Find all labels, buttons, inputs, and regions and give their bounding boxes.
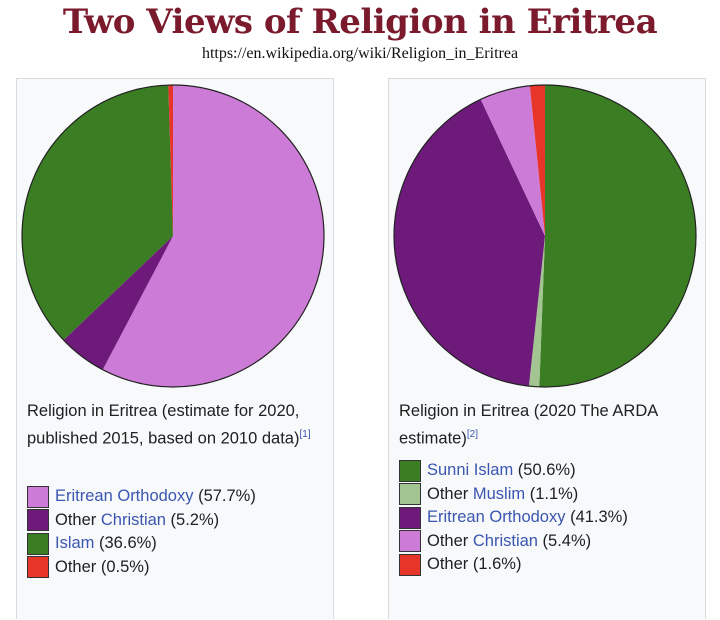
legend-link[interactable]: Eritrean Orthodoxy: [55, 487, 194, 506]
legend-prefix: Other: [55, 510, 101, 529]
pie-outline: [21, 84, 325, 388]
legend-label: Sunni Islam (50.6%): [427, 461, 576, 480]
legend-value: (1.6%): [468, 555, 522, 574]
pie-panel-arda-estimate: Religion in Eritrea (2020 The ARDA estim…: [388, 78, 706, 619]
pie-outline: [393, 84, 697, 388]
legend-swatch: [399, 483, 421, 506]
legend-prefix: Other: [427, 555, 469, 574]
legend-link[interactable]: Islam: [55, 534, 95, 553]
pie-slice-other-christian: [63, 236, 173, 370]
legend-item: Other (1.6%): [399, 553, 699, 577]
legend-value: (5.4%): [537, 531, 592, 550]
legend-item: Sunni Islam (50.6%): [399, 459, 699, 483]
reference-link[interactable]: [1]: [299, 429, 311, 440]
pie-slice-other: [529, 85, 545, 236]
reference-link[interactable]: [2]: [466, 429, 478, 440]
pie-chart: [21, 84, 325, 388]
legend-swatch: [27, 556, 49, 579]
legend-value: (1.1%): [525, 484, 579, 503]
pie-slice-islam: [21, 85, 174, 341]
legend-value: (5.2%): [165, 510, 220, 529]
pie-slice-other: [168, 85, 173, 236]
source-url: https://en.wikipedia.org/wiki/Religion_i…: [201, 45, 519, 62]
legend-item: Other (0.5%): [27, 556, 327, 580]
legend-link[interactable]: Christian: [472, 531, 538, 550]
caption-text: Religion in Eritrea (2020 The ARDA estim…: [399, 402, 658, 448]
legend-label: Other Christian (5.4%): [427, 532, 591, 551]
legend-label: Eritrean Orthodoxy (57.7%): [55, 487, 256, 506]
legend-label: Other Christian (5.2%): [55, 511, 219, 530]
page-title: Two Views of Religion in Eritrea: [62, 2, 658, 42]
legend: Sunni Islam (50.6%) Other Muslim (1.1%) Er…: [399, 459, 699, 577]
legend-swatch: [399, 506, 421, 529]
chart-caption: Religion in Eritrea (2020 The ARDA estim…: [399, 399, 699, 451]
legend-prefix: Other: [55, 557, 97, 576]
legend-swatch: [27, 509, 49, 532]
legend-prefix: Other: [427, 484, 473, 503]
legend-link[interactable]: Muslim: [472, 484, 526, 503]
legend-label: Other (1.6%): [427, 555, 521, 574]
legend-swatch: [399, 553, 421, 576]
pie-slice-other-muslim: [528, 236, 545, 387]
legend: Eritrean Orthodoxy (57.7%) Other Christia…: [27, 485, 327, 579]
legend-value: (41.3%): [565, 508, 628, 527]
legend-swatch: [27, 485, 49, 508]
pie-panel-2015-estimate: Religion in Eritrea (estimate for 2020, …: [16, 78, 334, 619]
legend-swatch: [399, 459, 421, 482]
pie-chart: [393, 84, 697, 388]
legend-link[interactable]: Eritrean Orthodoxy: [427, 508, 566, 527]
pie-slice-eritrean-orthodoxy: [394, 99, 545, 387]
legend-item: Islam (36.6%): [27, 532, 327, 556]
legend-value: (50.6%): [513, 461, 576, 480]
legend-item: Other Christian (5.4%): [399, 530, 699, 554]
legend-item: Eritrean Orthodoxy (57.7%): [27, 485, 327, 509]
legend-label: Islam (36.6%): [55, 534, 157, 553]
legend-value: (0.5%): [96, 557, 150, 576]
legend-item: Eritrean Orthodoxy (41.3%): [399, 506, 699, 530]
legend-item: Other Christian (5.2%): [27, 509, 327, 533]
legend-label: Other Muslim (1.1%): [427, 485, 578, 504]
legend-label: Other (0.5%): [55, 558, 149, 577]
caption-text: Religion in Eritrea (estimate for 2020, …: [27, 402, 300, 448]
legend-label: Eritrean Orthodoxy (41.3%): [427, 508, 628, 527]
pie-slice-sunni-islam: [539, 85, 696, 387]
legend-link[interactable]: Christian: [100, 510, 166, 529]
legend-link[interactable]: Sunni Islam: [427, 461, 514, 480]
pie-slice-eritrean-orthodoxy: [102, 85, 325, 388]
legend-item: Other Muslim (1.1%): [399, 483, 699, 507]
pie-slice-other-christian: [480, 85, 545, 237]
chart-caption: Religion in Eritrea (estimate for 2020, …: [27, 399, 327, 451]
legend-value: (36.6%): [94, 534, 157, 553]
legend-swatch: [27, 532, 49, 555]
legend-prefix: Other: [427, 531, 473, 550]
legend-swatch: [399, 530, 421, 553]
legend-value: (57.7%): [193, 487, 256, 506]
